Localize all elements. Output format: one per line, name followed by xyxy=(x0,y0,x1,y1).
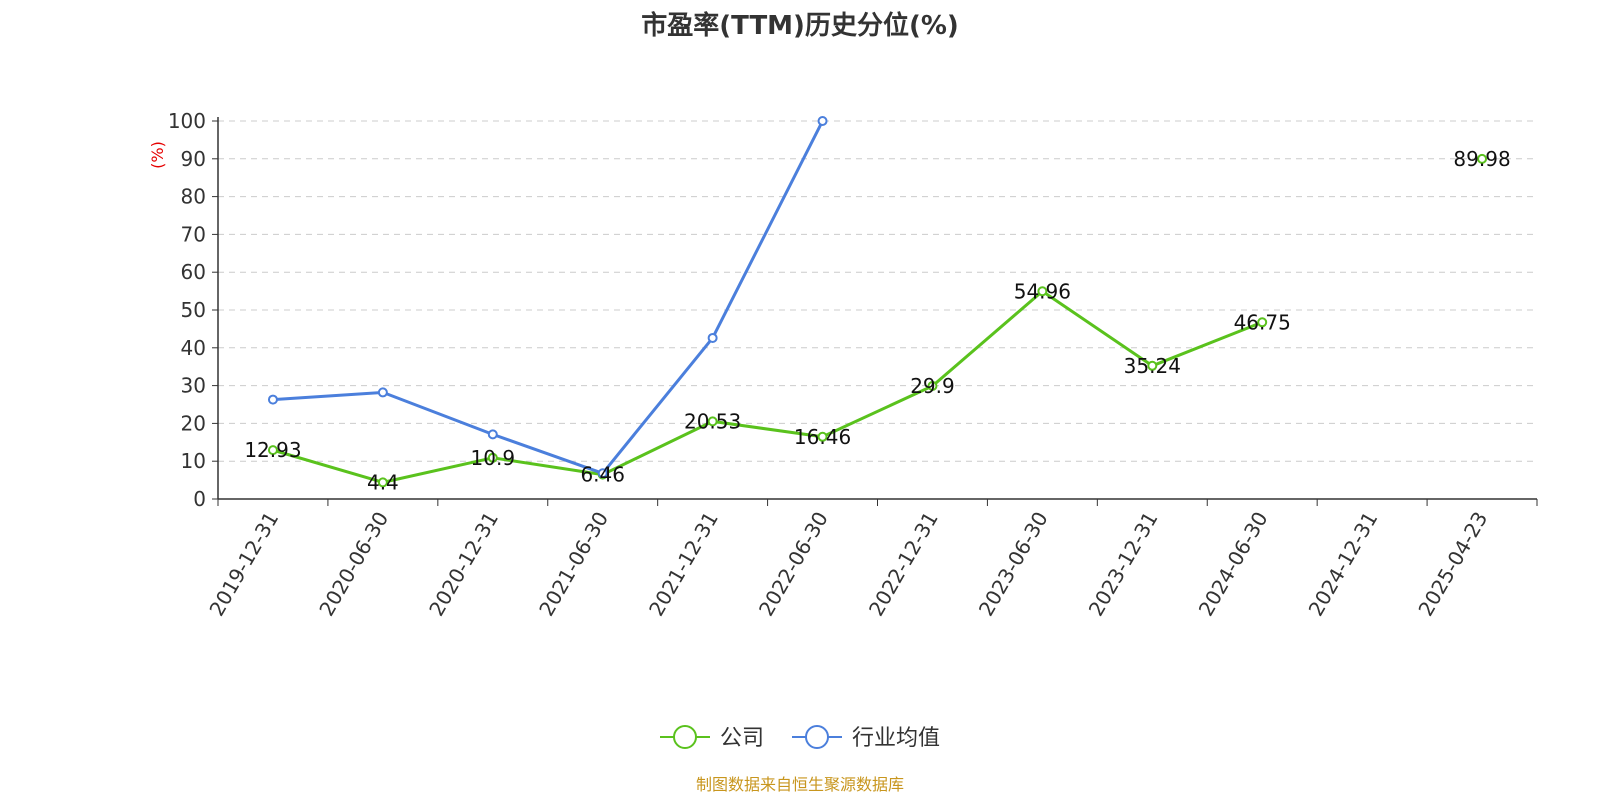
axes: 0 10 20 30 40 50 60 70 80 90 100 2019-12-31 2020-06-… xyxy=(168,109,1538,621)
x-tick-label: 2025-04-23 xyxy=(1413,508,1492,621)
legend-item[interactable]: 行业均值 xyxy=(792,725,940,751)
data-label: 29.9 xyxy=(910,374,955,398)
series-line xyxy=(272,120,824,475)
y-axis-unit-label: (%) xyxy=(148,141,167,169)
data-point xyxy=(707,332,718,343)
x-tick-label: 2021-06-30 xyxy=(534,508,613,621)
y-tick-label: 0 xyxy=(193,487,206,511)
data-label: 16.46 xyxy=(794,425,851,449)
x-tick-label: 2023-12-31 xyxy=(1084,508,1163,621)
data-point xyxy=(1257,317,1268,328)
legend-label: 公司 xyxy=(720,726,764,751)
data-point xyxy=(1037,286,1048,297)
series-group xyxy=(267,153,1488,488)
data-point xyxy=(597,468,608,479)
data-label: 46.75 xyxy=(1234,310,1291,334)
data-label: 89.98 xyxy=(1453,147,1510,171)
data-point xyxy=(377,477,388,488)
data-label: 10.9 xyxy=(471,446,516,470)
data-label: 20.53 xyxy=(684,409,741,433)
data-label: 54.96 xyxy=(1014,279,1071,303)
y-tick-label: 50 xyxy=(181,298,206,322)
series-group xyxy=(267,116,828,479)
data-labels: 12.93 4.4 10.9 6.46 20.53 16.46 29.9 54.96 35.24… xyxy=(244,147,1510,494)
y-tick-label: 70 xyxy=(181,222,206,246)
data-point xyxy=(487,452,498,463)
data-point xyxy=(1477,153,1488,164)
x-tick-label: 2024-06-30 xyxy=(1194,508,1273,621)
x-tick-label: 2020-12-31 xyxy=(424,508,503,621)
series-line xyxy=(272,289,1263,484)
data-label: 35.24 xyxy=(1124,354,1181,378)
x-tick-label: 2022-06-30 xyxy=(754,508,833,621)
data-label: 4.4 xyxy=(367,470,399,494)
y-tick-label: 20 xyxy=(181,411,206,435)
data-point xyxy=(927,380,938,391)
y-tick-label: 100 xyxy=(168,109,206,133)
series-lines xyxy=(267,116,1488,488)
data-point xyxy=(817,431,828,442)
x-tick-label: 2020-06-30 xyxy=(314,508,393,621)
data-source-note: 制图数据来自恒生聚源数据库 xyxy=(696,775,904,794)
y-tick-label: 30 xyxy=(181,374,206,398)
y-tick-label: 60 xyxy=(181,260,206,284)
y-tick-label: 10 xyxy=(181,449,206,473)
data-point xyxy=(267,445,278,456)
legend[interactable]: 公司 行业均值 xyxy=(660,725,940,751)
legend-item[interactable]: 公司 xyxy=(660,725,764,751)
data-point xyxy=(817,116,828,126)
y-tick-label: 80 xyxy=(181,185,206,209)
x-tick-label: 2019-12-31 xyxy=(204,508,283,621)
legend-circle-icon xyxy=(805,725,829,749)
data-point xyxy=(707,416,718,427)
x-tick-label: 2023-06-30 xyxy=(974,508,1053,621)
data-label: 6.46 xyxy=(580,463,625,487)
x-tick-label: 2022-12-31 xyxy=(864,508,943,621)
data-point xyxy=(377,387,388,398)
data-label: 12.93 xyxy=(244,438,301,462)
x-tick-label: 2024-12-31 xyxy=(1304,508,1383,621)
legend-circle-icon xyxy=(673,725,697,749)
y-tick-label: 40 xyxy=(181,336,206,360)
y-tick-label: 90 xyxy=(181,147,206,171)
data-point xyxy=(1147,360,1158,371)
legend-label: 行业均值 xyxy=(852,726,940,751)
data-point xyxy=(487,429,498,440)
data-point xyxy=(267,394,278,405)
chart-title: 市盈率(TTM)历史分位(%) xyxy=(641,10,959,41)
x-tick-label: 2021-12-31 xyxy=(644,508,723,621)
